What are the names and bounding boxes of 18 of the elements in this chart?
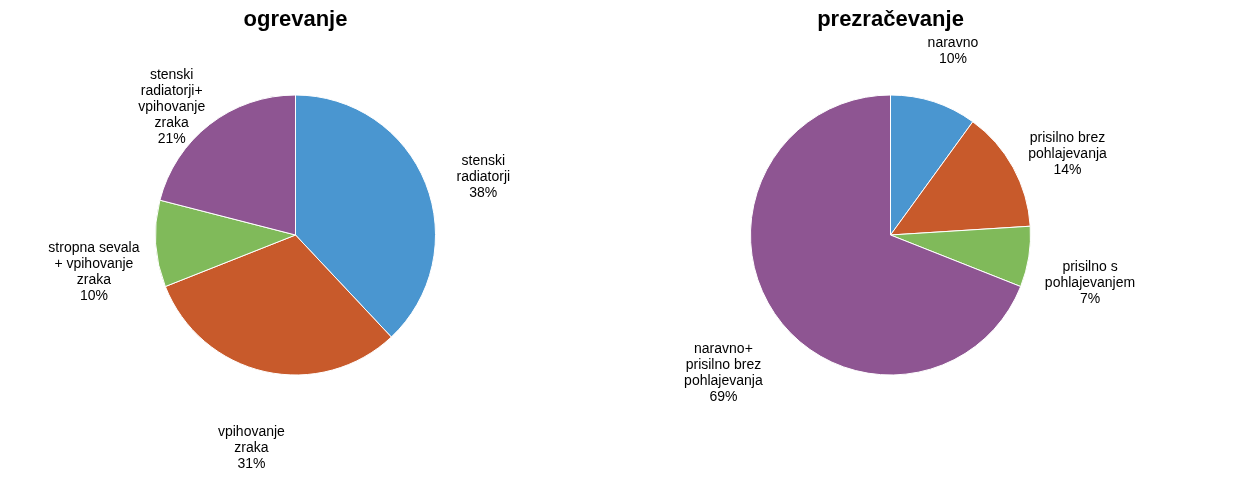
slice-label: naravno <box>927 33 979 50</box>
slice-label: vpihovanje zraka <box>217 423 286 456</box>
slice-label: naravno+ prisilno brez pohlajevanja <box>684 339 763 388</box>
slice-label: stenski radiatorji+ vpihovanje zraka <box>138 66 206 131</box>
slice-label: prisilno brez pohlajevanja <box>1028 128 1108 161</box>
chart-title: prezračevanje <box>817 6 964 31</box>
slice-label: stropna sevala + vpihovanje zraka <box>48 238 140 287</box>
data-label: 14% <box>1053 160 1082 177</box>
data-label: 69% <box>709 387 738 404</box>
data-label: 7% <box>1079 289 1101 306</box>
data-label: 10% <box>938 49 967 66</box>
data-label: 10% <box>79 286 108 303</box>
data-label: 31% <box>237 455 266 472</box>
slice-label: prisilno s pohlajevanjem <box>1044 257 1136 290</box>
data-label: 38% <box>469 183 498 200</box>
data-label: 21% <box>157 130 186 147</box>
slice-label: stenski radiatorji <box>456 151 511 184</box>
chart-title: ogrevanje <box>243 6 348 31</box>
